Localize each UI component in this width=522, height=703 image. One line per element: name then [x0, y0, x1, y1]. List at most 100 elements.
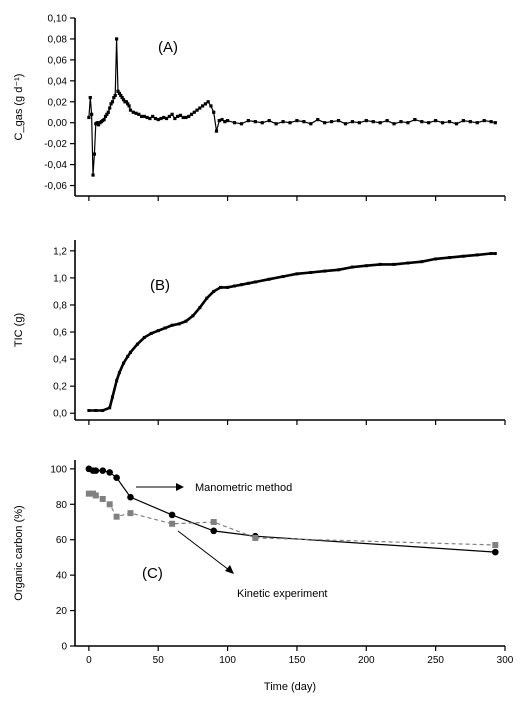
data-point: [205, 296, 209, 300]
x-tick-label: 50: [153, 655, 165, 666]
x-tick-label: 150: [289, 655, 306, 666]
panel-b-series: [87, 252, 497, 413]
data-point: [210, 527, 218, 535]
data-point: [192, 110, 196, 114]
data-point: [371, 120, 375, 124]
data-point: [124, 100, 128, 104]
y-tick-label: 0,2: [53, 382, 67, 393]
data-point: [127, 104, 131, 108]
data-point: [142, 114, 146, 119]
data-point: [434, 257, 438, 261]
data-point: [92, 467, 100, 474]
data-point: [156, 117, 160, 122]
y-tick-label: 0,6: [53, 328, 67, 339]
data-point: [127, 510, 134, 517]
data-point: [385, 119, 389, 123]
data-point: [337, 268, 341, 272]
data-point: [109, 102, 113, 106]
data-point: [461, 254, 465, 258]
data-point: [210, 519, 217, 525]
data-point: [392, 122, 396, 126]
data-point: [491, 548, 499, 556]
data-point: [108, 406, 112, 410]
x-tick-label: 0: [86, 655, 92, 666]
data-point: [113, 474, 120, 482]
data-point: [212, 289, 216, 293]
data-point: [206, 100, 210, 104]
data-point: [102, 117, 106, 122]
data-point: [350, 265, 354, 269]
data-point: [493, 121, 497, 125]
y-tick-label: 0,8: [53, 300, 67, 311]
data-point: [189, 112, 194, 116]
data-point: [90, 112, 94, 116]
annotation-manometric: Manometric method: [195, 482, 292, 494]
data-point: [225, 119, 230, 123]
data-point: [108, 106, 112, 110]
data-point: [164, 116, 169, 121]
data-point: [115, 379, 119, 383]
y-tick-label: -0,04: [44, 160, 67, 171]
panel-b-x-ticks: [88, 420, 506, 425]
data-point: [178, 113, 183, 117]
data-point: [475, 253, 479, 257]
data-point: [461, 119, 465, 123]
data-point: [330, 120, 334, 124]
data-point: [420, 120, 424, 124]
data-point: [440, 121, 445, 125]
data-point: [163, 326, 167, 330]
data-point: [117, 371, 121, 375]
panel-c-label: (C): [142, 565, 163, 582]
y-tick-label: 0,0: [53, 409, 67, 420]
data-point: [113, 93, 117, 98]
data-point: [184, 319, 188, 323]
data-point: [87, 409, 91, 413]
manometric-arrowhead: [176, 483, 184, 491]
data-point: [309, 270, 313, 274]
panel-b-y-ticks: 0,0 0,2 0,4 0,6 0,8 1,0 1,2: [53, 246, 75, 420]
data-point: [156, 329, 160, 333]
data-point: [153, 116, 158, 121]
data-point: [217, 119, 221, 123]
data-point: [274, 122, 278, 126]
data-point: [357, 121, 361, 125]
x-tick-label: 200: [358, 655, 375, 666]
data-point: [253, 280, 257, 284]
panel-c-series: [85, 465, 499, 556]
data-point: [92, 152, 97, 156]
data-point: [122, 361, 126, 365]
data-point: [177, 322, 181, 326]
data-point: [168, 511, 176, 519]
data-point: [117, 91, 121, 95]
data-point: [170, 112, 174, 116]
panel-b-y-label: TIC (g): [13, 313, 25, 347]
data-point: [406, 261, 410, 265]
data-point: [126, 102, 130, 106]
data-point: [350, 120, 355, 124]
data-point: [378, 121, 382, 125]
data-point: [226, 285, 230, 289]
data-point: [170, 323, 174, 327]
data-point: [149, 331, 153, 335]
data-point: [220, 117, 224, 122]
data-point: [253, 120, 257, 124]
data-point: [142, 335, 146, 339]
x-tick-label: 100: [219, 655, 236, 666]
data-point: [106, 501, 113, 508]
data-point: [252, 534, 259, 541]
series-line: [88, 493, 496, 546]
data-point: [105, 112, 109, 116]
data-point: [128, 108, 133, 112]
data-point: [420, 260, 424, 264]
data-point: [103, 114, 108, 119]
data-point: [127, 493, 134, 501]
data-point: [181, 115, 185, 120]
y-tick-label: 100: [50, 464, 67, 475]
data-point: [295, 272, 299, 276]
data-point: [139, 114, 144, 119]
data-point: [151, 114, 155, 119]
data-point: [159, 116, 163, 121]
data-point: [95, 121, 99, 125]
data-point: [489, 252, 493, 256]
data-point: [246, 119, 250, 123]
